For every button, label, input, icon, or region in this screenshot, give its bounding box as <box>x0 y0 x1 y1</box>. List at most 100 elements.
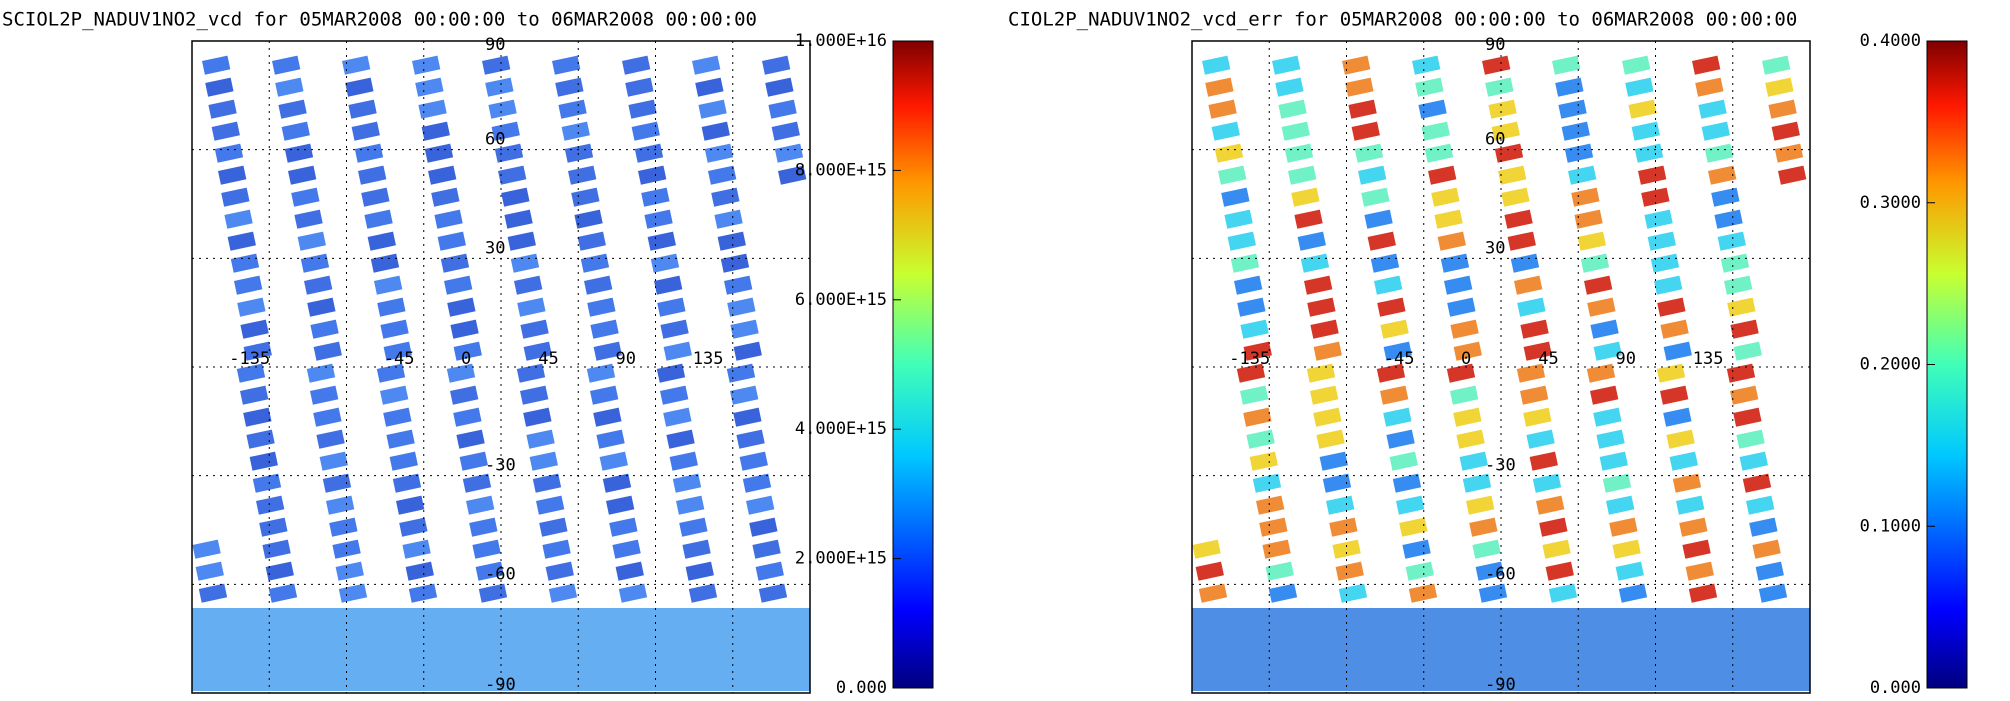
swath-pixel <box>1377 297 1406 317</box>
swath-pixel <box>1284 143 1314 163</box>
swath-pixel <box>752 539 781 559</box>
swath-pixel <box>529 451 558 471</box>
swath-pixel <box>1520 385 1549 405</box>
swath-pixel <box>1456 429 1485 449</box>
swath-pixel <box>542 539 571 559</box>
swath-pixel <box>1475 561 1504 581</box>
swath-pixel <box>1491 121 1520 141</box>
swath-pixel <box>1338 583 1368 603</box>
swath-pixel <box>1577 231 1606 251</box>
swath-pixel <box>256 495 285 515</box>
swath-pixel <box>758 583 788 603</box>
lon-label: -45 <box>1384 349 1415 369</box>
swath-pixel <box>1307 297 1336 317</box>
swath-pixel <box>1449 385 1479 405</box>
swath-pixel <box>1698 99 1727 119</box>
swath-pixel <box>399 517 428 537</box>
swath-pixel <box>1510 253 1540 273</box>
swath-pixel <box>275 77 304 97</box>
swath-pixel <box>539 517 568 537</box>
swath-pixel <box>227 231 256 251</box>
swath-pixel <box>1237 297 1266 317</box>
swath-pixel <box>465 495 495 515</box>
swath-pixel <box>418 99 447 119</box>
swath-pixel <box>412 55 441 75</box>
swath-pixel <box>1304 275 1333 295</box>
swath-pixel <box>453 341 482 361</box>
swath-pixel <box>1584 275 1613 295</box>
swath-pixel <box>310 319 339 339</box>
swath-pixel <box>701 121 730 141</box>
swath-pixel <box>1252 473 1282 493</box>
swath-pixel <box>517 297 546 317</box>
swath-pixel <box>1660 385 1689 405</box>
swath-pixel <box>1758 583 1788 603</box>
swath-pixel <box>692 55 721 75</box>
swath-pixel <box>431 187 460 207</box>
swath-pixel <box>364 209 393 229</box>
swath-pixel <box>1771 121 1800 141</box>
swath-pixel <box>268 583 298 603</box>
swath-pixel <box>778 165 807 185</box>
swath-pixel <box>1322 473 1352 493</box>
swath-pixel <box>733 341 762 361</box>
swath-pixel <box>1625 77 1654 97</box>
swath-pixel <box>599 451 628 471</box>
swath-pixel <box>1380 319 1409 339</box>
swath-pixel <box>1256 495 1285 515</box>
swath-pixel <box>672 473 702 493</box>
swath-pixel <box>1590 319 1619 339</box>
lon-label: 0 <box>461 349 471 369</box>
swath-pixel <box>1752 539 1781 559</box>
swath-pixel <box>501 187 530 207</box>
swath-pixel <box>1342 55 1371 75</box>
swath-pixel <box>762 55 791 75</box>
swath-pixel <box>593 341 622 361</box>
swath-pixel <box>1195 561 1224 581</box>
swath-pixel <box>437 231 466 251</box>
swath-pixel <box>1552 55 1581 75</box>
swath-pixel <box>1494 143 1524 163</box>
polar-band <box>192 608 810 691</box>
swath-pixel <box>354 143 384 163</box>
lat-label: 60 <box>1485 130 1505 150</box>
swath-pixel <box>1739 451 1768 471</box>
lon-label: 0 <box>1461 349 1471 369</box>
swath-pixel <box>1647 231 1676 251</box>
swath-pixel <box>1755 561 1784 581</box>
swath-pixel <box>472 539 501 559</box>
swath-pixel <box>249 451 278 471</box>
swath-pixel <box>214 143 244 163</box>
swath-pixel <box>1571 187 1600 207</box>
swath-pixel <box>1778 165 1807 185</box>
swath-pixel <box>1774 143 1804 163</box>
swath-pixel <box>704 143 734 163</box>
swath-pixel <box>259 517 288 537</box>
swath-pixel <box>1733 407 1762 427</box>
swath-pixel <box>1227 231 1256 251</box>
swath-pixel <box>1504 209 1533 229</box>
swath-pixel <box>291 187 320 207</box>
swath-pixel <box>1243 407 1272 427</box>
swath-pixel <box>396 495 425 515</box>
swath-pixel <box>1749 517 1778 537</box>
swath-pixel <box>1615 561 1644 581</box>
swath-pixel <box>281 121 310 141</box>
swath-pixel <box>1202 55 1231 75</box>
swath-pixel <box>730 385 759 405</box>
swath-pixel <box>1701 121 1730 141</box>
swath-pixel <box>1593 341 1622 361</box>
swath-pixel <box>389 451 418 471</box>
swath-pixel <box>520 385 549 405</box>
swath-pixel <box>1389 451 1418 471</box>
swath-pixel <box>552 55 581 75</box>
panel-title: CIOL2P_NADUV1NO2_vcd_err for 05MAR2008 0… <box>1008 9 1797 31</box>
swath-pixel <box>306 363 336 383</box>
swath-pixel <box>612 539 641 559</box>
swath-pixel <box>192 539 221 559</box>
swath-pixel <box>685 561 714 581</box>
swath-pixel <box>1726 363 1756 383</box>
swath-pixel <box>1688 583 1718 603</box>
swath-pixel <box>663 407 692 427</box>
colorbar-tick-label: 0.3000 <box>1860 193 1921 213</box>
